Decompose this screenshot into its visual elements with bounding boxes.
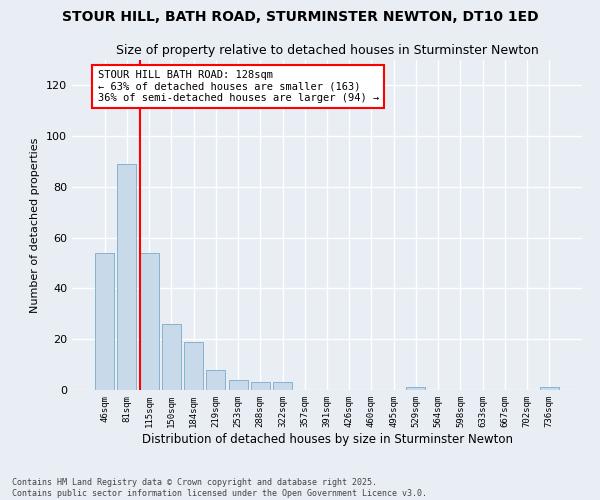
- Bar: [229, 380, 248, 390]
- Bar: [273, 382, 292, 390]
- Bar: [95, 253, 114, 390]
- Bar: [162, 324, 181, 390]
- Bar: [140, 253, 158, 390]
- Y-axis label: Number of detached properties: Number of detached properties: [31, 138, 40, 312]
- Bar: [184, 342, 203, 390]
- X-axis label: Distribution of detached houses by size in Sturminster Newton: Distribution of detached houses by size …: [142, 432, 512, 446]
- Bar: [406, 388, 425, 390]
- Text: Contains HM Land Registry data © Crown copyright and database right 2025.
Contai: Contains HM Land Registry data © Crown c…: [12, 478, 427, 498]
- Bar: [206, 370, 225, 390]
- Bar: [540, 388, 559, 390]
- Bar: [251, 382, 270, 390]
- Bar: [118, 164, 136, 390]
- Text: STOUR HILL BATH ROAD: 128sqm
← 63% of detached houses are smaller (163)
36% of s: STOUR HILL BATH ROAD: 128sqm ← 63% of de…: [97, 70, 379, 103]
- Text: STOUR HILL, BATH ROAD, STURMINSTER NEWTON, DT10 1ED: STOUR HILL, BATH ROAD, STURMINSTER NEWTO…: [62, 10, 538, 24]
- Title: Size of property relative to detached houses in Sturminster Newton: Size of property relative to detached ho…: [116, 44, 538, 58]
